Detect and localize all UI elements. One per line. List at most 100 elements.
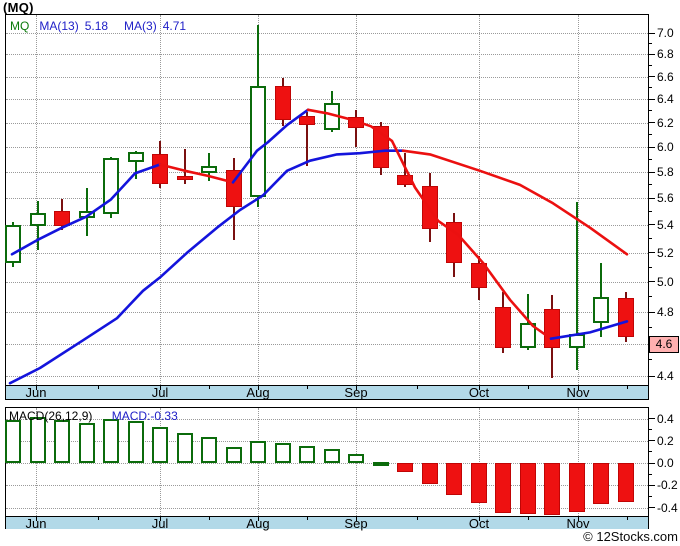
macd-gridline (6, 485, 648, 487)
macd-bar-positive (274, 442, 291, 463)
month-minor-tick (98, 386, 99, 389)
ma13-line-falling (401, 149, 629, 256)
price-axis-minor-tick (648, 158, 652, 160)
price-gridline (6, 343, 648, 345)
price-gridline (6, 376, 648, 378)
month-minor-tick (627, 386, 628, 389)
chart-title: (MQ) (3, 0, 34, 15)
candle-body (617, 298, 634, 338)
price-chart-panel: MQ MA(13) 5.18 MA(3) 4.71 Jun Jul Aug Sep Oct Nov (5, 14, 649, 400)
month-minor-tick (307, 517, 308, 520)
month-tick (258, 517, 259, 521)
watermark-link[interactable]: © 12Stocks.com (583, 529, 678, 544)
macd-bar-negative (397, 463, 413, 472)
candle-body (274, 85, 291, 121)
month-tick (36, 386, 37, 390)
month-label: Jun (25, 385, 47, 400)
macd-bar-positive (152, 427, 168, 463)
month-minor-tick (627, 517, 628, 520)
price-axis-tick (648, 281, 655, 283)
candle-body (593, 296, 609, 323)
price-axis-label: 6.2 (657, 115, 674, 130)
price-legend: MQ MA(13) 5.18 MA(3) 4.71 (10, 19, 186, 33)
macd-bar-positive (127, 420, 144, 464)
macd-axis-tick (648, 462, 655, 464)
macd-bar-positive (299, 446, 315, 463)
price-axis-tick (648, 171, 655, 173)
legend-item-ma3: MA(3) (124, 19, 157, 33)
price-axis-tick (648, 76, 655, 78)
macd-bar-positive (348, 454, 364, 463)
macd-axis-tick (648, 418, 655, 419)
ma3-line-rising (549, 320, 629, 341)
candle-body (103, 158, 119, 215)
price-axis-label: 6.6 (657, 69, 674, 84)
price-axis-tick (648, 252, 655, 254)
macd-axis-tick (648, 440, 655, 442)
candle-body (519, 322, 536, 349)
macd-month-strip: Jun Jul Aug Sep Oct Nov (6, 516, 648, 531)
month-gridline (578, 15, 579, 385)
candle-body (127, 151, 144, 162)
price-axis-tick (648, 375, 655, 377)
price-axis-minor-tick (648, 327, 652, 329)
macd-panel: MACD(26,12,9) MACD:-0.33 Jun Jul Aug Sep Oct… (5, 407, 649, 531)
price-axis-minor-tick (648, 359, 652, 361)
macd-bar-positive (225, 447, 242, 464)
month-label: Oct (468, 516, 490, 531)
price-axis-minor-tick (648, 43, 652, 45)
ma-lines-overlay (8, 108, 629, 385)
price-axis-label: 6.4 (657, 92, 674, 107)
macd-axis-label: 0.0 (657, 456, 674, 470)
price-gridline (6, 312, 648, 314)
price-axis-tick (648, 122, 655, 124)
price-gridline (6, 76, 648, 78)
month-minor-tick (528, 386, 529, 389)
month-tick (356, 386, 357, 390)
month-tick (160, 517, 161, 521)
legend-item-mq: MQ (10, 19, 30, 33)
macd-axis-minor-tick (648, 429, 652, 431)
macd-axis-minor-tick (648, 473, 652, 475)
macd-axis-tick (648, 507, 655, 508)
macd-gridline (6, 418, 648, 420)
candle-body (225, 169, 242, 208)
candle-wick (355, 109, 357, 148)
last-price-marker: 4.6 (649, 335, 679, 353)
macd-gridline (6, 440, 648, 442)
candle-wick (183, 149, 186, 184)
macd-month-gridline (578, 408, 579, 516)
candle-body (54, 211, 70, 227)
month-minor-tick (417, 386, 418, 389)
macd-bar-negative (495, 463, 511, 514)
candle-wick (575, 202, 578, 370)
macd-axis-label: 0.2 (657, 433, 674, 448)
candle-body (446, 222, 462, 263)
price-axis-minor-tick (648, 134, 652, 136)
ma3-line-rising (231, 108, 310, 184)
month-tick (356, 517, 357, 521)
macd-axis-label: -0.4 (657, 500, 678, 515)
month-tick (479, 386, 480, 390)
legend-item-ma13: MA(13) (39, 19, 79, 33)
month-gridline (356, 15, 357, 385)
month-minor-tick (417, 517, 418, 520)
month-label: Aug (246, 516, 270, 531)
macd-bar-positive (54, 419, 70, 463)
candle-body (29, 212, 46, 227)
macd-axis-minor-tick (648, 495, 652, 497)
month-label: Nov (566, 516, 590, 531)
price-axis-label: 7.0 (657, 26, 674, 40)
month-gridline (36, 15, 37, 385)
price-axis-minor-tick (648, 296, 652, 298)
month-axis-strip: Jun Jul Aug Sep Oct Nov (6, 385, 648, 399)
candle-body (176, 175, 193, 180)
legend-item-471: 4.71 (162, 19, 187, 33)
price-axis-minor-tick (648, 184, 652, 186)
price-axis-minor-tick (648, 210, 652, 212)
macd-bar-negative (617, 463, 634, 502)
price-axis-tick (648, 197, 655, 199)
price-axis-tick (648, 32, 655, 34)
macd-month-gridline (479, 408, 480, 516)
